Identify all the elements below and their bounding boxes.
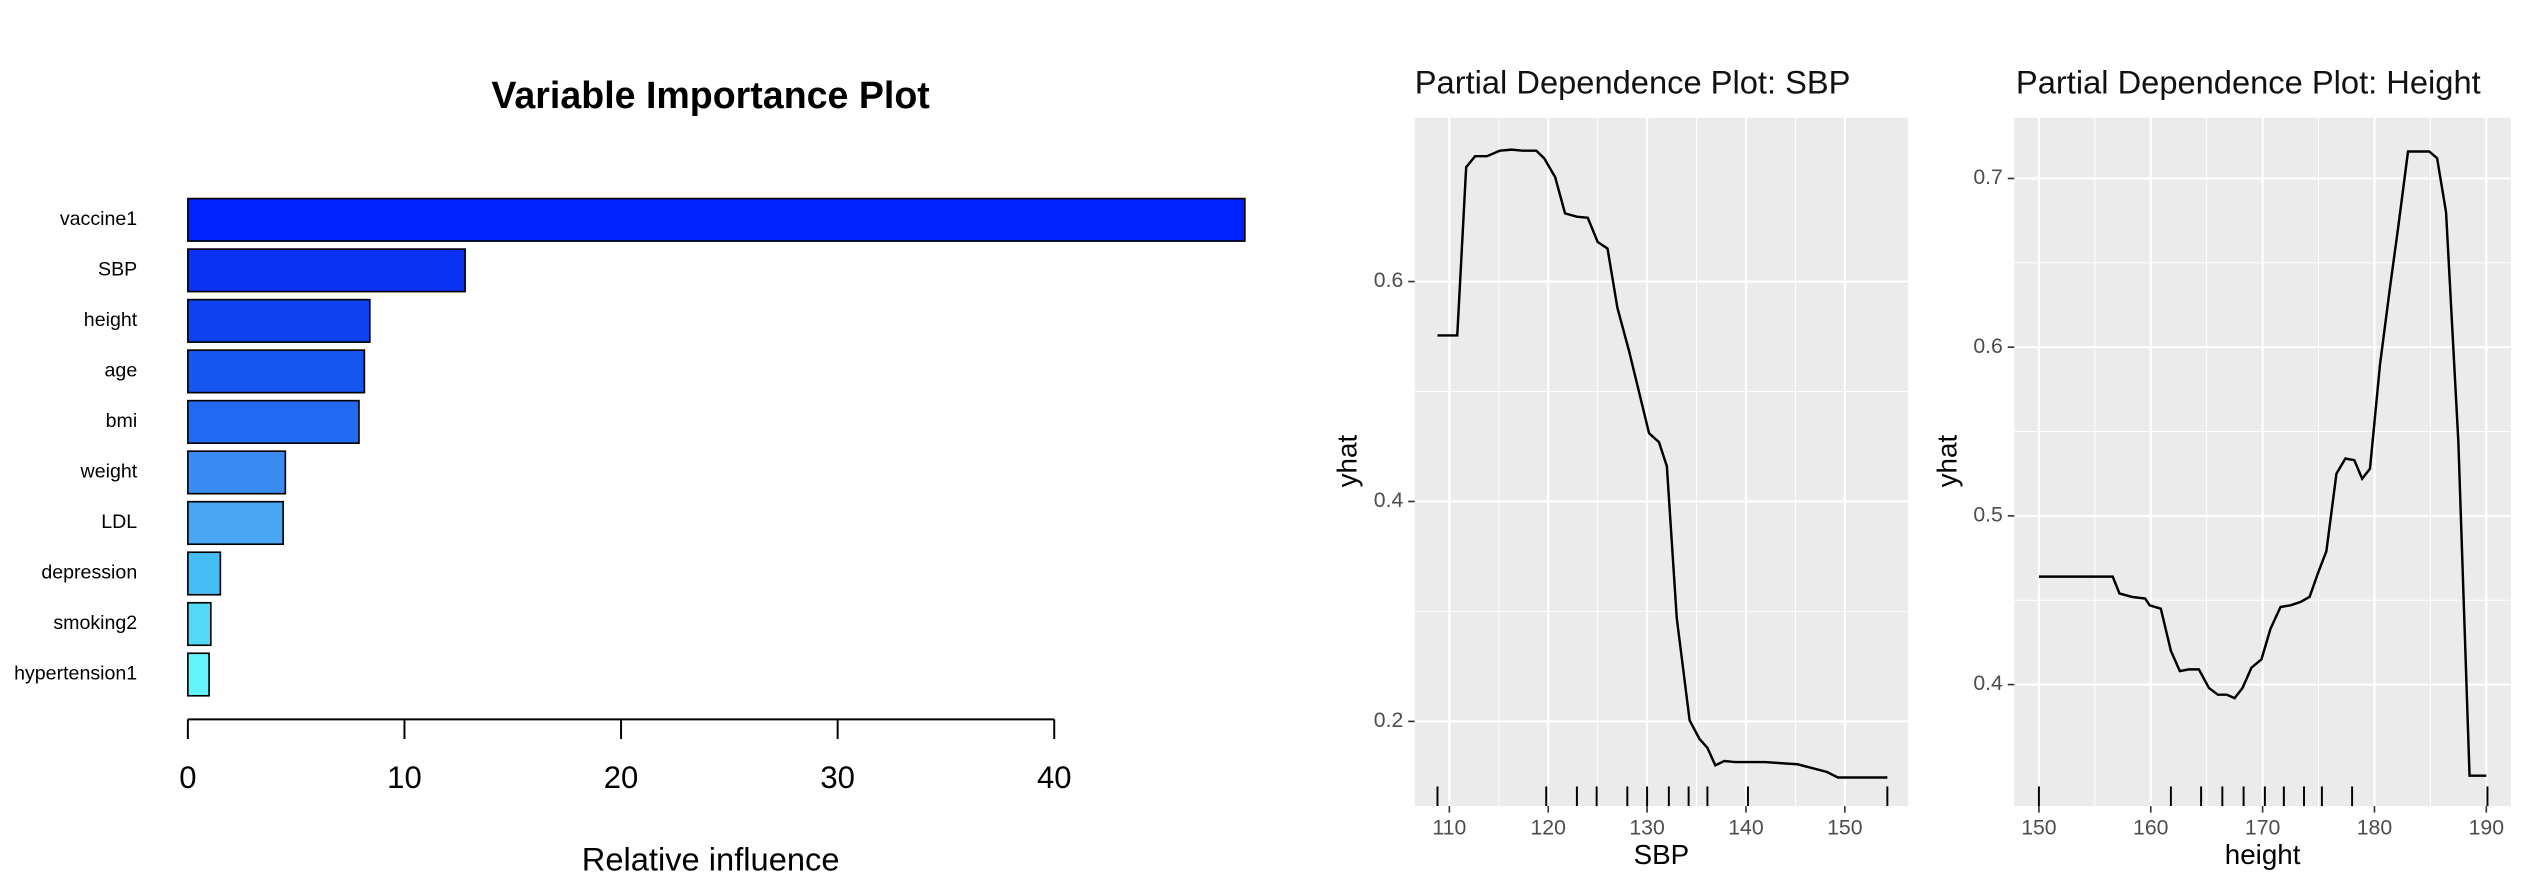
chart-title: Variable Importance Plot [491,74,930,116]
x-tick-label: 20 [604,760,639,795]
bar [187,652,210,697]
x-tick-label: 40 [1037,760,1072,795]
x-tick-label: 150 [2021,816,2056,840]
y-tick-label: 0.6 [1374,268,1404,292]
y-tick-label: SBP [98,259,137,281]
x-tick-label: 0 [179,760,196,795]
y-axis-label: yhat [1931,435,1962,488]
bar [187,248,466,293]
line [2038,150,2487,777]
bar [187,399,360,444]
x-tick-label: 190 [2469,816,2504,840]
x-tick-label: 180 [2357,816,2392,840]
x-tick-label: 30 [820,760,855,795]
y-tick-label: bmi [106,410,138,432]
line [1437,148,1888,779]
y-tick-label: 0.6 [1973,334,2003,358]
bar [187,450,287,495]
y-tick-label: weight [80,461,138,483]
chart-title: Partial Dependence Plot: Height [2016,64,2481,101]
y-tick-label: age [105,360,138,382]
x-axis-label: SBP [1634,839,1690,870]
panel-background [1414,117,1909,807]
y-axis-label: yhat [1332,435,1363,488]
bar [187,349,366,394]
chart-title: Partial Dependence Plot: SBP [1415,64,1851,101]
y-tick-label: 0.2 [1374,708,1404,732]
y-tick-label: height [84,309,138,331]
x-tick-label: 120 [1531,816,1566,840]
bar [187,500,284,546]
bar [187,197,1246,242]
x-axis-label: height [2225,839,2301,870]
bar [187,601,212,647]
x-tick-label: 130 [1629,816,1664,840]
y-tick-label: 0.4 [1973,671,2003,695]
x-tick-label: 160 [2133,816,2168,840]
y-tick-label: LDL [101,511,137,533]
x-tick-label: 150 [1827,816,1862,840]
x-axis-label: Relative influence [582,840,840,877]
y-tick-label: vaccine1 [60,208,137,230]
y-tick-label: hypertension1 [14,663,137,685]
y-tick-label: depression [41,562,137,584]
x-tick-label: 170 [2245,816,2280,840]
y-tick-label: 0.5 [1973,502,2003,526]
x-tick-label: 10 [387,760,422,795]
bar [187,551,222,596]
x-tick-label: 140 [1728,816,1763,840]
y-tick-label: 0.4 [1374,488,1404,512]
bar [187,298,371,343]
y-tick-label: 0.7 [1973,165,2003,189]
y-tick-label: smoking2 [53,612,137,634]
x-tick-label: 110 [1432,816,1466,840]
